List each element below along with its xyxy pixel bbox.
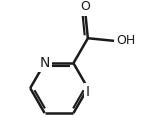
Text: OH: OH [117, 34, 136, 47]
Text: N: N [40, 56, 50, 70]
Text: I: I [86, 85, 90, 99]
Text: O: O [80, 0, 90, 13]
